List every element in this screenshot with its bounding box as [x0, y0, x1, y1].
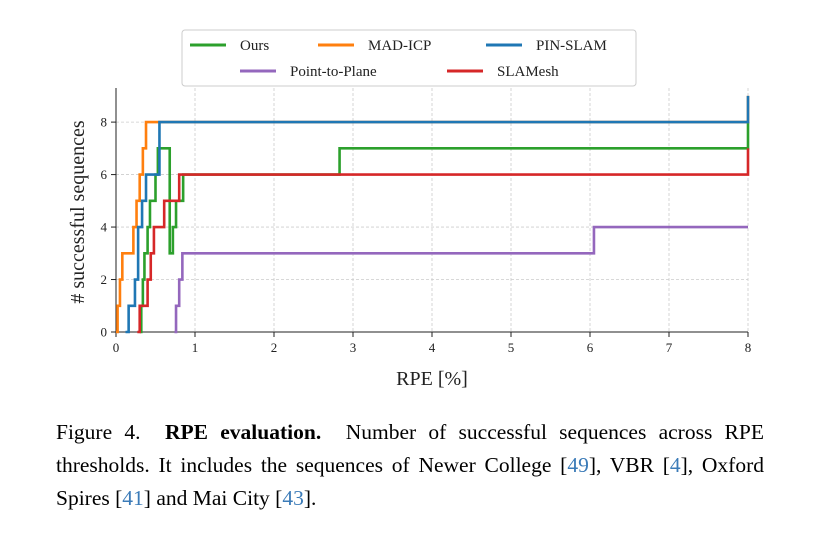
x-tick-label: 1 [192, 340, 199, 355]
y-tick-label: 4 [101, 220, 108, 235]
y-tick-label: 2 [101, 272, 108, 287]
caption-title: RPE evaluation. [165, 420, 322, 444]
x-tick-label: 6 [587, 340, 594, 355]
y-tick-label: 0 [101, 325, 108, 340]
caption-text: ], Oxford Spires [ [56, 453, 765, 510]
legend: Ours MAD-ICP PIN-SLAM Point-to-Plane SLAMesh [181, 29, 637, 87]
y-tick-label: 6 [101, 167, 108, 182]
citation-link[interactable]: 41 [122, 486, 144, 510]
x-tick-label: 2 [271, 340, 278, 355]
caption-text: Number of successful sequences across RP… [56, 420, 764, 477]
x-tick-label: 3 [350, 340, 357, 355]
grid [115, 88, 749, 333]
legend-label: SLAMesh [497, 64, 559, 80]
x-tick-label: 0 [113, 340, 120, 355]
caption-text: ]. [303, 486, 317, 510]
caption-text: ] and Mai City [ [143, 486, 283, 510]
legend-frame [181, 29, 637, 87]
figure-caption: Figure 4. RPE evaluation. Number of succ… [56, 416, 764, 515]
y-tick-label: 8 [101, 115, 108, 130]
series-line-mad-icp [116, 95, 750, 334]
legend-label: MAD-ICP [368, 38, 431, 54]
series-group [116, 95, 750, 334]
rpe-step-chart: 0 1 2 3 4 5 6 7 8 0 2 4 6 8 Ours MAD-ICP PIN-SLAM Point-… [67, 29, 752, 390]
caption-text: ], VBR [ [588, 453, 670, 477]
series-line-pin-slam [125, 95, 750, 334]
x-axis-label: RPE [%] [396, 368, 468, 390]
series-line-slamesh [137, 148, 750, 334]
citation-link[interactable]: 43 [282, 486, 304, 510]
citation-link[interactable]: 49 [567, 453, 589, 477]
citation-link[interactable]: 4 [669, 453, 681, 477]
legend-label: Ours [240, 38, 269, 54]
y-axis-label: # successful sequences [67, 120, 89, 303]
legend-label: PIN-SLAM [536, 38, 607, 54]
legend-label: Point-to-Plane [290, 64, 377, 80]
x-tick-label: 5 [508, 340, 515, 355]
x-tick-label: 7 [666, 340, 673, 355]
caption-lead: Figure 4. [56, 420, 141, 444]
x-tick-label: 8 [745, 340, 752, 355]
axes: 0 1 2 3 4 5 6 7 8 0 2 4 6 8 [101, 88, 752, 355]
series-line-point-to-plane [174, 225, 748, 334]
x-tick-label: 4 [429, 340, 436, 355]
